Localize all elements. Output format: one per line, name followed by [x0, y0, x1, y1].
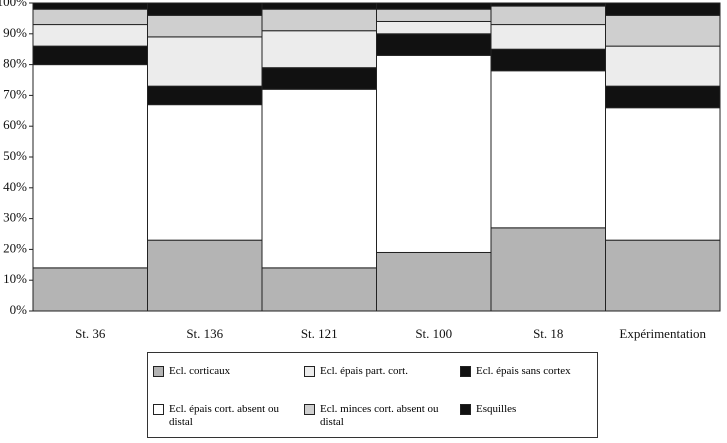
legend-swatch — [460, 366, 471, 377]
legend-item: Ecl. corticaux — [153, 365, 294, 378]
legend-label: Ecl. épais sans cortex — [476, 365, 571, 377]
bar-segment — [376, 251, 492, 312]
bar-segment — [261, 67, 377, 90]
legend-item: Esquilles — [460, 403, 601, 416]
bar-segment — [376, 2, 492, 10]
legend-swatch — [153, 404, 164, 415]
bar-segment — [147, 239, 263, 312]
x-tick-label: St. 136 — [186, 326, 223, 341]
chart: 0% 10% 20% 30% 40% 50% 60% 70% 80% 90% 100% St. 36 S… — [0, 0, 721, 341]
x-tick-label: St. 100 — [415, 326, 452, 341]
x-tick-label: St. 18 — [533, 326, 563, 341]
bar-segment — [147, 2, 263, 16]
legend-label: Ecl. épais part. cort. — [320, 365, 408, 377]
bar-segment — [490, 2, 606, 7]
y-tick-label: 80% — [3, 56, 27, 71]
bar-segment — [376, 54, 492, 253]
bar-segment — [261, 2, 377, 10]
bar-segment — [32, 2, 148, 10]
bar-segment — [32, 64, 148, 269]
bar-segment — [605, 239, 721, 312]
bar-segment — [605, 45, 721, 87]
y-tick-label: 20% — [3, 240, 27, 255]
x-tick-label: St. 121 — [301, 326, 338, 341]
bar-segment — [490, 227, 606, 312]
legend-swatch — [304, 366, 315, 377]
legend: Ecl. corticaux Ecl. épais cort. absent ou… — [147, 352, 598, 438]
bar-segment — [147, 85, 263, 106]
bar-segment — [32, 8, 148, 26]
legend-label: Esquilles — [476, 403, 517, 415]
legend-swatch — [460, 404, 471, 415]
y-tick-label: 50% — [3, 148, 27, 163]
bar-segment — [490, 24, 606, 50]
x-tick-label: Expérimentation — [619, 326, 706, 341]
bar-segment — [376, 33, 492, 56]
y-tick-label: 90% — [3, 25, 27, 40]
legend-label: Ecl. minces cort. absent ou distal — [320, 403, 439, 428]
legend-swatch — [153, 366, 164, 377]
bar-segment — [490, 5, 606, 26]
y-tick-label: 10% — [3, 271, 27, 286]
bar-segment — [605, 85, 721, 109]
legend-label: Ecl. épais cort. absent ou distal — [169, 403, 279, 428]
bar-segment — [261, 30, 377, 69]
y-tick-label: 100% — [0, 0, 27, 9]
bar-segment — [490, 70, 606, 229]
bar-segment — [261, 88, 377, 269]
legend-item: Ecl. épais part. cort. — [304, 365, 445, 378]
y-tick-label: 40% — [3, 179, 27, 194]
y-tick-label: 30% — [3, 210, 27, 225]
bar-segment — [261, 267, 377, 312]
y-tick-label: 0% — [10, 302, 28, 317]
bar-segment — [261, 8, 377, 32]
bar-segment — [376, 8, 492, 22]
bar-segment — [147, 36, 263, 87]
x-tick-label: St. 36 — [75, 326, 106, 341]
bar-segment — [605, 2, 721, 16]
bar-segment — [376, 20, 492, 35]
bar-segment — [32, 267, 148, 312]
y-tick-label: 60% — [3, 117, 27, 132]
legend-swatch — [304, 404, 315, 415]
bar-segment — [490, 48, 606, 72]
bar-segment — [32, 45, 148, 66]
legend-item: Ecl. épais sans cortex — [460, 365, 601, 378]
legend-label: Ecl. corticaux — [169, 365, 231, 377]
bar-segment — [147, 104, 263, 241]
bar-segment — [605, 14, 721, 47]
bar-segment — [147, 14, 263, 38]
bar-segment — [605, 107, 721, 241]
bar-segment — [32, 24, 148, 47]
y-tick-label: 70% — [3, 86, 27, 101]
legend-item: Ecl. épais cort. absent ou distal — [153, 403, 294, 429]
legend-item: Ecl. minces cort. absent ou distal — [304, 403, 445, 429]
